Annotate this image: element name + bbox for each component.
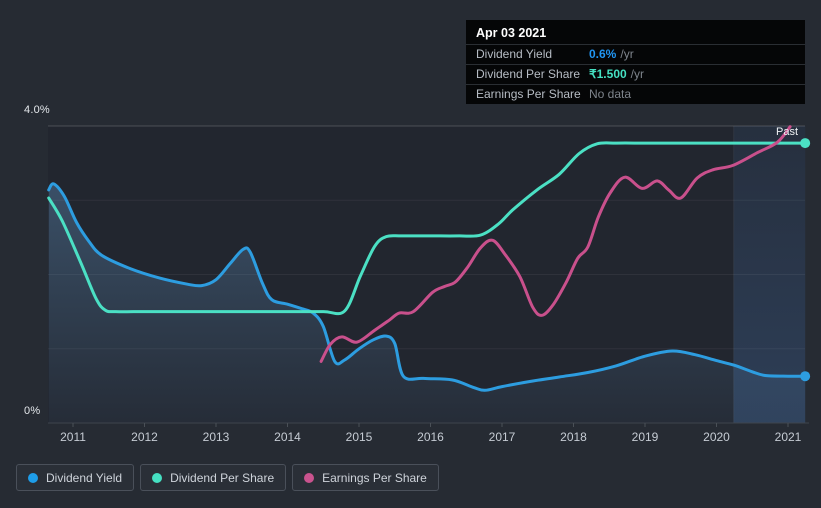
tooltip-date: Apr 03 2021 [476,26,547,40]
svg-text:2012: 2012 [131,430,158,444]
legend-item-earnings-per-share[interactable]: Earnings Per Share [292,464,439,491]
svg-text:2021: 2021 [775,430,802,444]
y-axis-label-zero: 0% [24,405,41,417]
svg-text:2013: 2013 [203,430,230,444]
chart-tooltip: Apr 03 2021 Dividend Yield 0.6%/yr Divid… [466,20,805,104]
svg-text:2017: 2017 [489,430,516,444]
earnings-per-share-dot-icon [304,472,315,483]
tooltip-label: Earnings Per Share [476,87,581,101]
tooltip-value-unit: /yr [630,67,645,81]
tooltip-row-dividend-yield: Dividend Yield 0.6%/yr [466,44,805,64]
legend-item-dividend-per-share[interactable]: Dividend Per Share [140,464,287,491]
dividend-per-share-dot-icon [152,472,163,483]
svg-text:2020: 2020 [703,430,730,444]
legend-item-label: Earnings Per Share [322,470,427,485]
tooltip-value: ₹1.500 [589,67,627,81]
dividend-yield-dot-icon [28,472,38,483]
y-axis-label-max: 4.0% [24,104,50,116]
past-region-label: Past [775,126,798,138]
legend-item-label: Dividend Yield [46,470,123,485]
svg-text:2014: 2014 [274,430,301,444]
tooltip-value-no-data: No data [589,87,632,101]
legend-item-dividend-yield[interactable]: Dividend Yield [16,464,135,491]
svg-text:2016: 2016 [417,430,444,444]
svg-text:2018: 2018 [560,430,587,444]
tooltip-label: Dividend Per Share [476,67,581,81]
tooltip-row-dividend-per-share: Dividend Per Share ₹1.500/yr [466,64,805,84]
tooltip-value: 0.6% [589,47,617,61]
tooltip-row-earnings-per-share: Earnings Per Share No data [466,84,805,104]
svg-text:2015: 2015 [346,430,373,444]
legend-item-label: Dividend Per Share [170,470,275,485]
dividend-history-chart[interactable]: 2011 2012 2013 2014 2015 2016 2017 2018 2019 2020… [0,0,821,460]
svg-text:2011: 2011 [60,430,86,444]
tooltip-label: Dividend Yield [476,47,553,61]
svg-text:2019: 2019 [632,430,659,444]
tooltip-value-unit: /yr [620,47,634,61]
legend: Dividend Yield Dividend Per Share Earnin… [16,464,439,491]
